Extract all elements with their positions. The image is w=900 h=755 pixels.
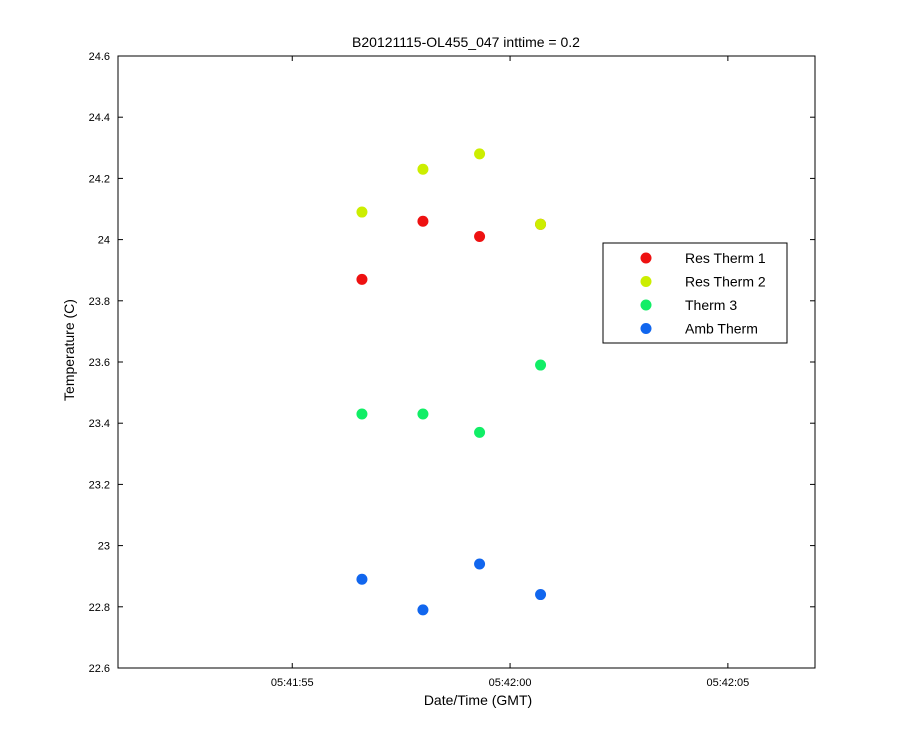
plot-area (117, 55, 816, 669)
legend-label: Res Therm 2 (685, 274, 766, 290)
data-points (356, 148, 547, 616)
legend-marker (640, 323, 652, 334)
axis-ticks: 22.6 22.8 23 23.2 23.4 23.6 23.8 24 24.2 24.4 24.6… (89, 51, 815, 689)
data-point-series-1 (474, 231, 486, 243)
y-tick-label: 22.6 (89, 663, 110, 675)
data-point-series-2 (356, 206, 368, 218)
data-point-series-2 (417, 163, 429, 175)
x-tick-label: 05:42:05 (706, 677, 749, 689)
y-tick-label: 24 (98, 235, 110, 247)
y-tick-label: 24.2 (89, 173, 110, 185)
data-point-series-3 (417, 408, 429, 420)
legend-box (602, 242, 788, 344)
x-axis-title: Date/Time (GMT) (424, 692, 532, 708)
data-point-series-2 (474, 148, 486, 160)
data-point-series-4 (356, 573, 368, 585)
legend-label: Amb Therm (685, 321, 758, 337)
data-point-series-3 (474, 426, 486, 438)
y-tick-label: 23.2 (89, 479, 110, 491)
y-axis-title: Temperature (C) (61, 299, 77, 401)
data-point-series-4 (535, 589, 547, 601)
data-point-series-4 (474, 558, 486, 570)
data-point-series-2 (535, 218, 547, 230)
legend-label: Therm 3 (685, 297, 737, 313)
chart-title: B20121115-OL455_047 inttime = 0.2 (352, 34, 580, 50)
legend: Res Therm 1 Res Therm 2 Therm 3 Amb Therm (602, 242, 788, 344)
legend-marker (640, 299, 652, 311)
legend-label: Res Therm 1 (685, 250, 766, 266)
data-point-series-1 (417, 215, 429, 227)
legend-marker (640, 252, 652, 264)
x-tick-label: 05:42:00 (489, 677, 532, 689)
y-tick-label: 23.6 (89, 357, 110, 369)
data-point-series-3 (356, 408, 368, 420)
data-point-series-1 (356, 273, 368, 285)
y-tick-label: 24.6 (89, 51, 110, 63)
data-point-series-4 (417, 604, 429, 616)
y-tick-label: 23.8 (89, 296, 110, 308)
data-point-series-3 (535, 359, 547, 371)
y-tick-label: 22.8 (89, 602, 110, 614)
x-tick-label: 05:41:55 (271, 677, 314, 689)
legend-marker (640, 276, 652, 287)
y-tick-label: 24.4 (89, 112, 110, 124)
y-tick-label: 23.4 (89, 418, 110, 430)
y-tick-label: 23 (98, 541, 110, 553)
